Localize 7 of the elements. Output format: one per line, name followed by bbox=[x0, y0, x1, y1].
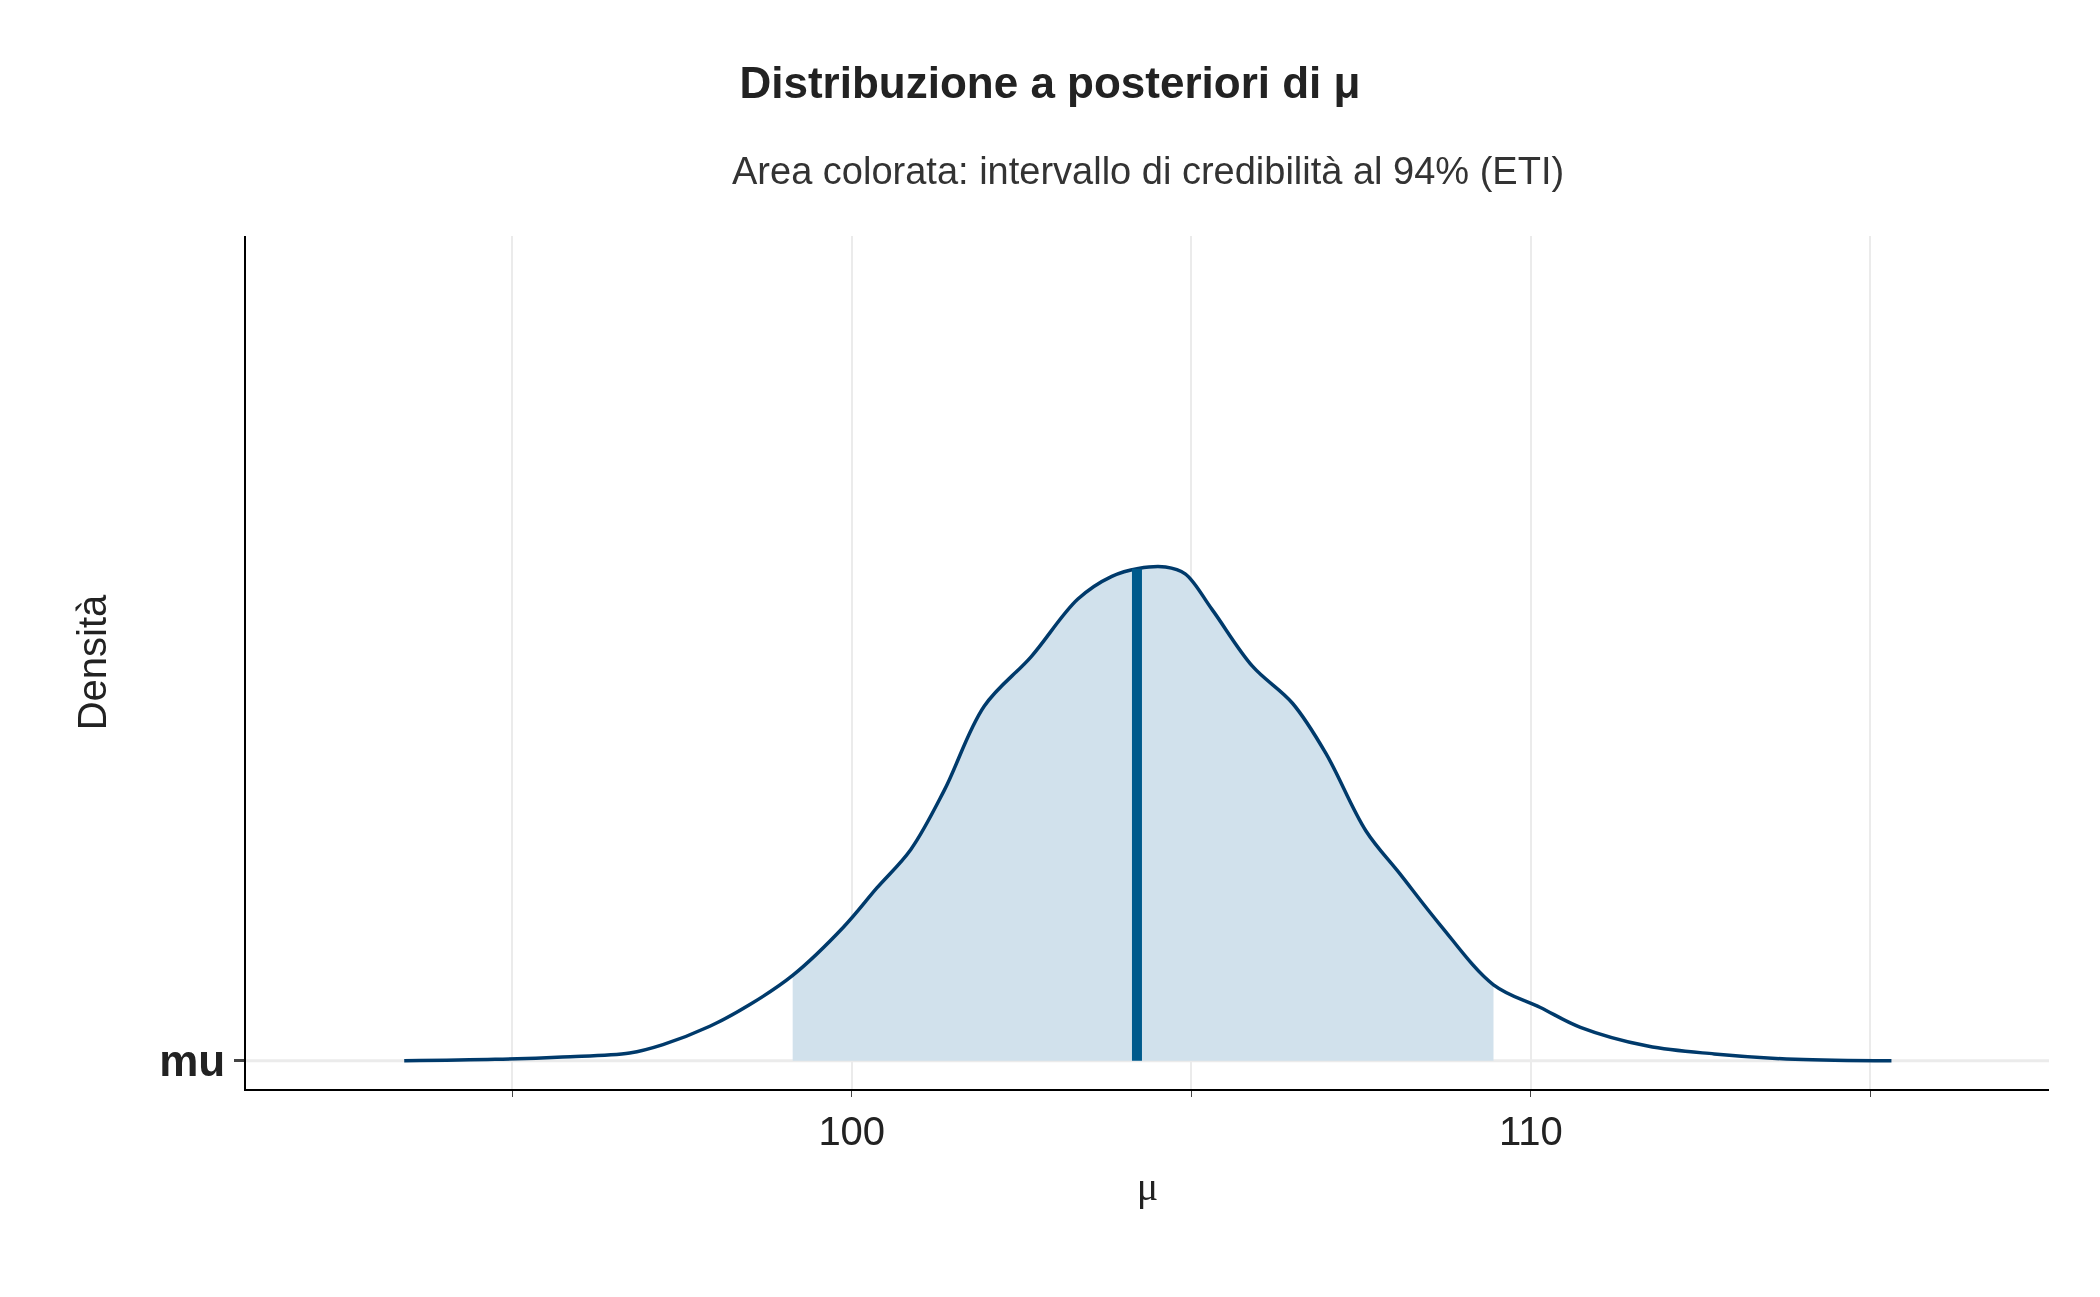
x-tick-label: 100 bbox=[818, 1109, 886, 1153]
y-axis-title: Densità bbox=[70, 593, 115, 731]
text: mu bbox=[159, 1036, 226, 1086]
x-axis-title: μ bbox=[1136, 1164, 1159, 1209]
chart-subtitle: Area colorata: intervallo di credibilità al 94% (ETI) bbox=[732, 150, 1565, 192]
chart-title: Distribuzione a posteriori di μ bbox=[739, 58, 1361, 108]
x-tick-label: 110 bbox=[1498, 1109, 1563, 1153]
